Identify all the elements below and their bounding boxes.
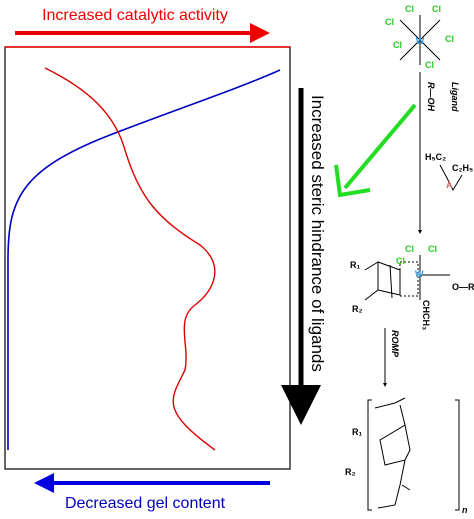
plot-box	[4, 46, 291, 470]
r2: R₂	[352, 304, 363, 314]
polymer: R₁ R₂ n	[345, 397, 468, 515]
bottom-label: Decreased gel content	[65, 495, 226, 512]
r1: R₁	[352, 427, 362, 437]
atom: W	[416, 36, 425, 46]
ligand-right: C₂H₅	[452, 163, 473, 173]
atom: Cl	[425, 60, 434, 70]
ligand-bonds	[439, 164, 463, 192]
green-arrowhead	[334, 164, 371, 198]
atom: Cl	[393, 40, 402, 50]
alkoxide: O—R	[452, 282, 474, 292]
atom: Cl	[432, 4, 441, 14]
step1-title: Ligand	[450, 82, 460, 112]
atom: Cl	[405, 4, 414, 14]
r2: R₂	[345, 467, 356, 477]
side-label: Increased steric hindrance of ligands	[308, 95, 327, 372]
ligand-center: A	[446, 180, 453, 190]
step2-title: ROMP	[390, 330, 400, 358]
ligand-left: H₅C₂	[425, 152, 446, 162]
red-curve	[44, 67, 216, 451]
top-label: Increased catalytic activity	[42, 7, 228, 24]
atom: Cl	[405, 244, 414, 254]
carbene: CHCH₃	[421, 300, 431, 330]
atom: Cl	[428, 244, 437, 254]
r1: R₁	[350, 260, 360, 270]
green-arrow	[343, 103, 417, 190]
atom: W	[415, 269, 424, 279]
atom: Cl	[445, 34, 454, 44]
atom: Cl	[396, 256, 405, 266]
atom: Cl	[385, 17, 394, 27]
step1-reagent: R—OH	[426, 82, 436, 112]
complex: W Cl Cl Cl O—R CHCH₃ R₁ R₂	[350, 244, 474, 330]
blue-curve	[7, 69, 281, 450]
repeat-n: n	[462, 505, 468, 514]
precursor: W Cl Cl Cl Cl Cl Cl	[385, 4, 454, 70]
